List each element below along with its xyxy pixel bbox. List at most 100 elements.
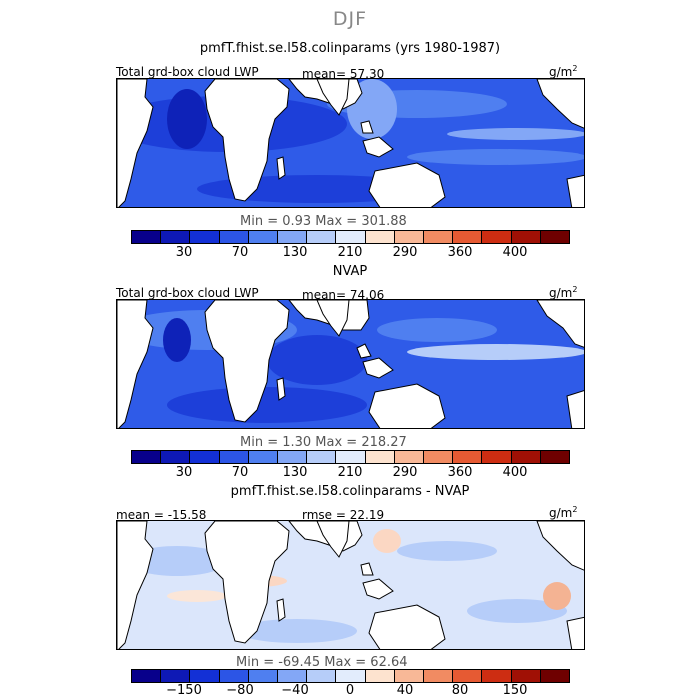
colorbar-swatch [132, 451, 162, 463]
colorbar-swatch [161, 451, 191, 463]
land-australia [368, 383, 446, 428]
panel-1-cbar-tick: 130 [282, 245, 308, 260]
panel-3-cbar-tick: 0 [345, 683, 355, 698]
colorbar-swatch [365, 670, 395, 682]
colorbar-swatch [453, 231, 483, 243]
colorbar-swatch [248, 231, 279, 243]
panel-2-colorbar [131, 450, 570, 464]
land-namerica [536, 300, 584, 348]
colorbar-swatch [482, 670, 512, 682]
colorbar-swatch [161, 670, 191, 682]
colorbar-swatch [190, 451, 220, 463]
colorbar-swatch [511, 670, 541, 682]
colorbar-swatch [336, 451, 366, 463]
field-band [167, 590, 227, 602]
colorbar-swatch [424, 670, 454, 682]
land-africa [204, 79, 290, 202]
field-band [373, 529, 401, 553]
colorbar-swatch [278, 451, 308, 463]
panel-2-cbar-tick: 360 [447, 465, 473, 480]
panel-3-cbar-tick: 80 [451, 683, 469, 698]
colorbar-swatch [219, 670, 249, 682]
field-band [267, 335, 367, 385]
land-madagascar [276, 156, 286, 180]
colorbar-swatch [132, 670, 162, 682]
panel-3-rmse: rmse = 22.19 [302, 508, 385, 522]
panel-1-cbar-tick: 30 [175, 245, 193, 260]
panel-3-colorbar [131, 669, 570, 683]
panel-2-map [116, 299, 585, 429]
colorbar-swatch [394, 670, 425, 682]
panel-3-map [116, 520, 585, 650]
colorbar-swatch [190, 231, 220, 243]
land-islands [356, 343, 394, 379]
colorbar-swatch [365, 231, 395, 243]
field-band [397, 541, 497, 561]
panel-1-cbar-tick: 210 [337, 245, 363, 260]
panel-2-cbar-tick: 70 [231, 465, 249, 480]
land-namerica [536, 521, 584, 571]
colorbar-swatch [453, 670, 483, 682]
land-samerica [566, 616, 584, 649]
panel-3-units: g/m2 [549, 505, 578, 520]
colorbar-swatch [278, 231, 308, 243]
field-band [163, 318, 191, 362]
colorbar-swatch [161, 231, 191, 243]
land-india [316, 300, 350, 337]
land-islands [360, 120, 394, 158]
colorbar-swatch [540, 451, 570, 463]
panel-3-cbar-tick: 150 [502, 683, 528, 698]
land-america [117, 79, 154, 207]
panel-3-title: pmfT.fhist.se.l58.colinparams - NVAP [230, 484, 470, 499]
land-samerica [566, 390, 584, 428]
land-africa [204, 521, 290, 644]
field-band [377, 318, 497, 342]
panel-2-cbar-tick: 400 [502, 465, 528, 480]
panel-1-cbar-tick: 290 [392, 245, 418, 260]
panel-3-cbar-tick: −40 [281, 683, 309, 698]
colorbar-swatch [424, 231, 454, 243]
panel-1-colorbar [131, 230, 570, 244]
land-namerica [536, 79, 584, 129]
colorbar-swatch [336, 670, 366, 682]
panel-2-minmax: Min = 1.30 Max = 218.27 [240, 435, 407, 450]
field-band [167, 89, 207, 149]
panel-1-title: pmfT.fhist.se.l58.colinparams (yrs 1980-… [199, 41, 501, 56]
field-band [467, 599, 567, 623]
field-band [407, 344, 584, 360]
panel-1-mean: mean= 57.30 [302, 67, 385, 81]
land-america [117, 300, 154, 428]
panel-3-minmax: Min = -69.45 Max = 62.64 [236, 655, 408, 670]
colorbar-swatch [248, 451, 279, 463]
panel-1-map [116, 78, 585, 208]
panel-1-cbar-tick: 360 [447, 245, 473, 260]
panel-3-cbar-tick: −150 [166, 683, 202, 698]
land-australia [368, 604, 446, 649]
colorbar-swatch [132, 231, 162, 243]
land-india [316, 521, 350, 558]
colorbar-swatch [482, 231, 512, 243]
land-africa [204, 300, 290, 423]
land-samerica [566, 174, 584, 207]
colorbar-swatch [248, 670, 279, 682]
colorbar-swatch [453, 451, 483, 463]
panel-3-cbar-tick: 40 [396, 683, 414, 698]
panel-2-cbar-tick: 290 [392, 465, 418, 480]
land-australia [368, 162, 446, 207]
colorbar-swatch [278, 670, 308, 682]
land-madagascar [276, 377, 286, 401]
field-band [407, 149, 584, 165]
colorbar-swatch [424, 451, 454, 463]
colorbar-swatch [307, 231, 337, 243]
colorbar-swatch [394, 231, 425, 243]
panel-2-cbar-tick: 30 [175, 465, 193, 480]
colorbar-swatch [540, 231, 570, 243]
season-title: DJF [332, 8, 368, 30]
field-band [543, 582, 571, 610]
field-band [447, 128, 584, 140]
colorbar-swatch [365, 451, 395, 463]
colorbar-swatch [336, 231, 366, 243]
panel-1-minmax: Min = 0.93 Max = 301.88 [240, 214, 407, 229]
colorbar-swatch [190, 670, 220, 682]
panel-2-field-label: Total grd-box cloud LWP [116, 286, 259, 300]
